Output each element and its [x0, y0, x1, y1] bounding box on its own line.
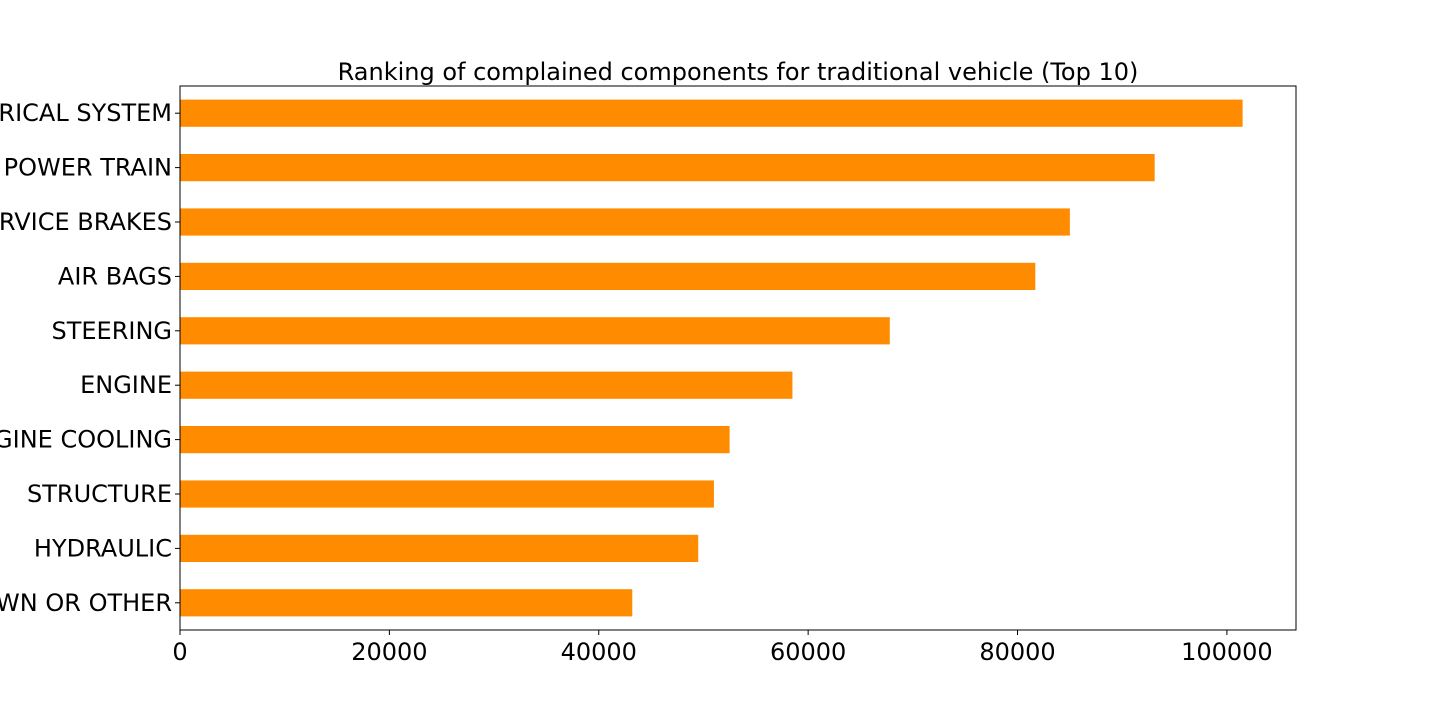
x-tick-label: 20000 [351, 638, 427, 666]
y-tick-label: AIR BAGS [58, 262, 172, 290]
plot-frame [179, 85, 1297, 631]
bar [180, 534, 699, 562]
bars-group [180, 99, 1243, 617]
chart-title: Ranking of complained components for tra… [338, 58, 1139, 86]
x-tick-label: 100000 [1181, 638, 1273, 666]
bar [180, 208, 1070, 236]
y-tick-label: ENGINE COOLING [0, 426, 172, 454]
bar [180, 480, 714, 508]
y-tick-label: HYDRAULIC [34, 534, 172, 562]
bar [180, 317, 890, 345]
y-tick-label: ENGINE [80, 371, 172, 399]
bar [180, 262, 1036, 290]
bar [180, 589, 633, 617]
x-ticks: 0 20000 40000 60000 80000 100000 [172, 630, 1273, 666]
y-tick-label: UNKNOWN OR OTHER [0, 589, 172, 617]
x-tick-label: 80000 [979, 638, 1055, 666]
y-tick-label: ELECTRICAL SYSTEM [0, 99, 172, 127]
bar [180, 371, 793, 399]
y-tick-labels: ELECTRICAL SYSTEM POWER TRAIN SERVICE BRAK… [0, 99, 180, 617]
x-tick-label: 0 [172, 638, 187, 666]
x-tick-label: 40000 [561, 638, 637, 666]
bar [180, 426, 730, 454]
y-tick-label: POWER TRAIN [4, 154, 172, 182]
y-tick-label: SERVICE BRAKES [0, 208, 172, 236]
bar [180, 154, 1155, 182]
bar [180, 99, 1243, 127]
y-tick-label: STEERING [51, 317, 172, 345]
y-tick-label: STRUCTURE [27, 480, 172, 508]
x-tick-label: 60000 [770, 638, 846, 666]
